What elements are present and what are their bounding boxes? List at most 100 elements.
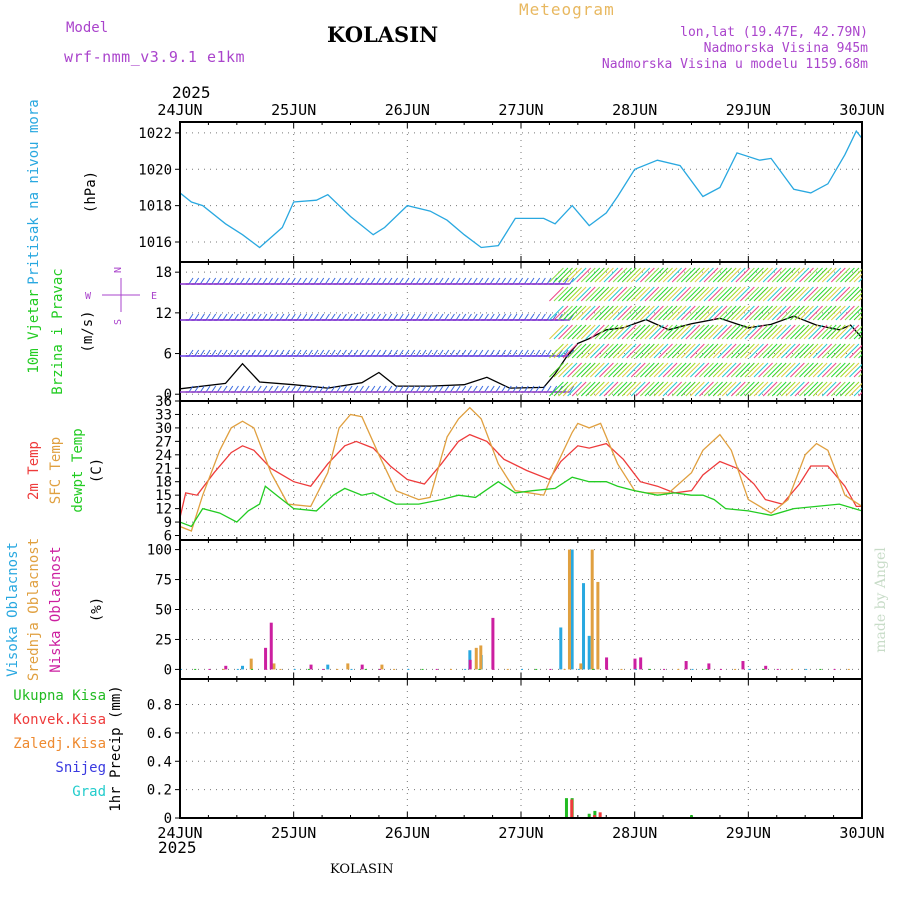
wind-barb-flag <box>444 313 450 321</box>
wind-barb-flag <box>319 385 325 393</box>
wind-barb-flag <box>455 313 461 321</box>
wind-barb-late <box>612 267 628 283</box>
wind-barb-late <box>562 343 578 359</box>
wind-barb-late <box>799 381 814 397</box>
wind-barb-late <box>612 324 628 340</box>
wind-barb-flag <box>273 385 279 393</box>
x-tick-bottom-25JUN: 25JUN <box>271 824 316 842</box>
wind-barb-late <box>776 286 792 302</box>
compass-north: N <box>113 267 124 273</box>
wind-barb-flag <box>268 313 273 321</box>
wind-barb-flag <box>290 277 296 285</box>
wind-barb-late <box>639 343 655 359</box>
wind-barb-flag <box>523 277 529 285</box>
wind-barb-late <box>767 286 783 302</box>
wind-barb-late <box>553 286 569 302</box>
wind-barb-late <box>608 381 623 397</box>
wind-barb-late <box>658 324 673 340</box>
wind-barb-flag <box>415 313 421 321</box>
wind-barb-flag <box>381 277 387 285</box>
wind-barb-late <box>639 381 655 397</box>
wind-barb-late <box>740 267 755 283</box>
wind-barb-flag <box>268 349 273 357</box>
wind-barb-late <box>676 343 692 359</box>
wind-barb-late <box>639 305 655 321</box>
wind-barb-late <box>853 387 862 397</box>
wind-barb-late <box>553 267 569 283</box>
wind-barb-late <box>717 362 732 378</box>
wind-barb-flag <box>205 385 211 393</box>
wind-barb-late <box>785 324 801 340</box>
wind-barb-late <box>662 286 678 302</box>
wind-barb-late <box>612 362 628 378</box>
wind-barb-late <box>708 286 723 302</box>
wind-barb-flag <box>211 313 217 321</box>
wind-barb-late <box>558 267 573 283</box>
wind-barb-flag <box>489 277 495 285</box>
wind-barb-late <box>608 305 623 321</box>
wind-barb-late <box>671 267 687 283</box>
wind-barb-late <box>676 267 692 283</box>
wind-barb-late <box>603 343 619 359</box>
wind-barb-flag <box>427 277 433 285</box>
wind-barb-late <box>826 286 842 302</box>
wind-barb-late <box>608 267 623 283</box>
wind-barb-flag <box>467 277 472 285</box>
wind-barb-late <box>649 381 664 397</box>
y-tick-label-temperature: 36 <box>155 394 172 410</box>
wind-barb-late <box>690 305 705 321</box>
wind-barb-late <box>830 286 846 302</box>
wind-barb-late <box>799 305 814 321</box>
wind-barb-flag <box>523 313 529 321</box>
bar-precip-0 <box>564 798 568 818</box>
wind-barb-flag <box>347 385 353 393</box>
wind-barb-late <box>853 273 862 283</box>
wind-barb-late <box>717 286 732 302</box>
wind-barb-flag <box>313 385 319 393</box>
wind-barb-flag <box>251 313 256 321</box>
wind-barb-late <box>858 315 862 321</box>
bar-precip-1 <box>570 799 574 818</box>
wind-barb-late <box>749 362 764 378</box>
wind-barb-flag <box>512 385 518 393</box>
wind-barb-late <box>699 305 714 321</box>
wind-barb-late <box>821 362 837 378</box>
y-tick-label-temperature: 18 <box>155 475 172 491</box>
wind-barb-late <box>690 381 705 397</box>
wind-barb-late <box>717 381 732 397</box>
wind-barb-late <box>599 267 614 283</box>
wind-barb-late <box>863 363 877 377</box>
wind-barb-late <box>803 305 819 321</box>
wind-barb-late <box>694 324 710 340</box>
wind-barb-late <box>630 324 646 340</box>
wind-barb-late <box>621 267 637 283</box>
wind-barb-late <box>549 267 564 283</box>
wind-barb-late <box>649 267 664 283</box>
ylabel-clouds-3: (%) <box>89 597 105 622</box>
wind-barb-flag <box>262 277 268 285</box>
wind-barb-late <box>626 381 642 397</box>
wind-barb-flag <box>410 385 416 393</box>
wind-barb-late <box>835 305 851 321</box>
wind-barb-late <box>853 292 862 302</box>
y-tick-label-wind: 12 <box>155 306 172 322</box>
bar-clouds-2 <box>264 647 268 670</box>
wind-barb-flag <box>484 277 489 285</box>
wind-barb-late <box>580 324 596 340</box>
bar-clouds-0 <box>570 549 574 670</box>
wind-barb-late <box>776 267 792 283</box>
wind-barb-late <box>744 381 760 397</box>
y-tick-label-wind: 18 <box>155 265 172 281</box>
wind-barb-late <box>585 343 601 359</box>
wind-barb-late <box>785 381 801 397</box>
wind-barb-late <box>603 362 619 378</box>
wind-barb-late <box>617 362 632 378</box>
wind-barb-late <box>803 267 819 283</box>
wind-barb-late <box>849 287 862 302</box>
wind-barb-late <box>571 381 587 397</box>
wind-barb-late <box>771 381 787 397</box>
wind-barb-late <box>685 362 701 378</box>
wind-barb-late <box>676 324 692 340</box>
y-tick-label-clouds: 50 <box>155 603 172 619</box>
wind-barb-late <box>830 267 846 283</box>
